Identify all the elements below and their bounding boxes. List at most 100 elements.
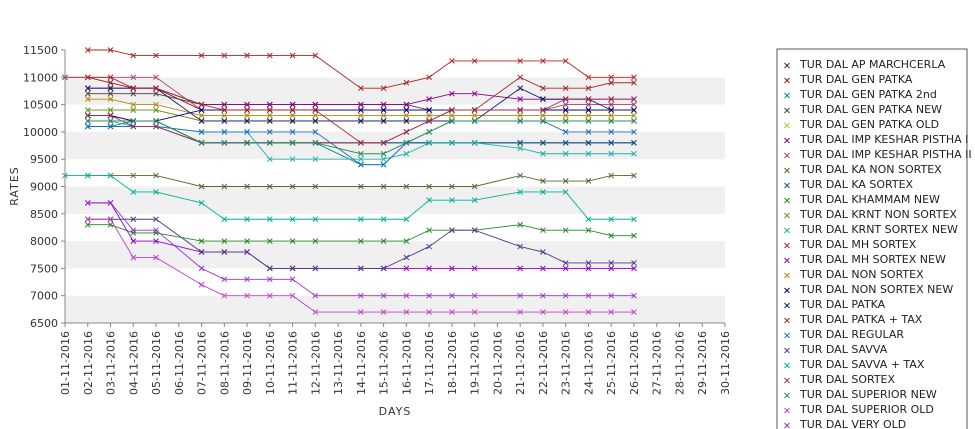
data-point	[289, 112, 296, 119]
data-point	[84, 216, 91, 223]
data-point	[631, 107, 637, 113]
data-point	[608, 129, 615, 135]
data-point	[540, 178, 546, 184]
data-point	[266, 101, 273, 108]
data-point	[312, 107, 319, 113]
x-tick-label: 08-11-2016	[218, 331, 231, 395]
data-point	[358, 265, 364, 272]
data-point	[426, 112, 432, 119]
legend-marker	[784, 137, 790, 144]
legend-item: TUR DAL REGULAR	[799, 328, 904, 341]
data-point	[266, 107, 273, 113]
data-point	[562, 58, 569, 64]
data-point	[130, 118, 137, 124]
y-tick-label: 8000	[30, 235, 58, 248]
data-point	[631, 139, 637, 146]
data-point	[608, 139, 615, 146]
grid-band	[65, 159, 725, 187]
legend-item: TUR DAL NON SORTEX NEW	[799, 283, 953, 296]
data-point	[289, 216, 296, 223]
data-point	[221, 238, 228, 244]
x-tick-label: 30-11-2016	[719, 331, 732, 395]
legend-item: TUR DAL AP MARCHCERLA	[799, 58, 946, 71]
legend-marker	[784, 317, 790, 324]
data-point	[380, 309, 387, 315]
x-tick-label: 19-11-2016	[469, 331, 482, 395]
data-point	[84, 85, 91, 92]
data-point	[198, 249, 205, 255]
data-point	[380, 161, 387, 168]
data-point	[130, 216, 137, 223]
data-point	[198, 281, 205, 288]
legend-marker	[784, 362, 790, 369]
data-point	[517, 58, 524, 64]
data-point	[358, 107, 364, 113]
y-axis-title: RATES	[8, 166, 21, 206]
data-point	[107, 74, 114, 81]
legend-marker	[784, 122, 790, 129]
x-tick-label: 03-11-2016	[105, 331, 118, 395]
data-point	[517, 112, 524, 119]
data-point	[198, 118, 205, 124]
data-point	[358, 309, 364, 315]
grid-band	[65, 268, 725, 296]
y-tick-label: 9000	[30, 181, 58, 194]
data-point	[631, 216, 637, 223]
data-point	[631, 265, 637, 272]
data-point	[153, 90, 159, 97]
data-point	[266, 265, 273, 272]
grid-band	[65, 186, 725, 214]
data-point	[631, 118, 637, 124]
legend-item: TUR DAL GEN PATKA NEW	[799, 103, 942, 116]
data-point	[107, 90, 114, 97]
data-point	[403, 112, 410, 119]
data-point	[266, 276, 273, 283]
data-point	[631, 74, 637, 81]
x-tick-label: 17-11-2016	[423, 331, 436, 395]
series-line-21	[87, 98, 634, 144]
data-point	[631, 129, 637, 135]
x-axis-ticks: 01-11-2016 02-11-2016 03-11-2016 04-11-2016…	[59, 323, 732, 395]
data-point	[266, 292, 273, 299]
data-point	[631, 292, 637, 299]
legend-item: TUR DAL NON SORTEX	[799, 268, 924, 281]
x-tick-label: 27-11-2016	[651, 331, 664, 395]
data-point	[84, 118, 91, 124]
legend-item: TUR DAL GEN PATKA OLD	[799, 118, 939, 131]
data-point	[585, 118, 592, 124]
data-point	[540, 107, 546, 113]
data-point	[585, 101, 592, 108]
data-point	[244, 52, 250, 59]
data-point	[403, 309, 410, 315]
series-line-15	[87, 109, 634, 122]
data-point	[403, 265, 410, 272]
data-point	[608, 101, 615, 108]
x-tick-label: 04-11-2016	[127, 331, 140, 395]
data-point	[107, 85, 114, 92]
data-point	[585, 227, 592, 234]
data-point	[153, 238, 159, 244]
data-point	[380, 112, 387, 119]
data-point	[153, 52, 159, 59]
data-point	[84, 200, 91, 206]
data-point	[358, 156, 364, 163]
data-point	[289, 265, 296, 272]
data-point	[153, 74, 159, 81]
legend-marker	[784, 62, 790, 69]
data-point	[221, 52, 228, 59]
data-point	[289, 238, 296, 244]
data-point	[540, 189, 546, 195]
data-point	[517, 189, 524, 195]
data-point	[631, 232, 637, 239]
data-point	[471, 139, 478, 146]
data-point	[380, 183, 387, 190]
legend-marker	[784, 287, 790, 294]
data-point	[449, 107, 455, 113]
data-point	[631, 79, 637, 86]
legend-item: TUR DAL IMP KESHAR PISTHA I	[799, 133, 968, 146]
data-point	[244, 249, 250, 255]
data-point	[471, 292, 478, 299]
data-point	[358, 112, 364, 119]
data-point	[84, 112, 91, 119]
